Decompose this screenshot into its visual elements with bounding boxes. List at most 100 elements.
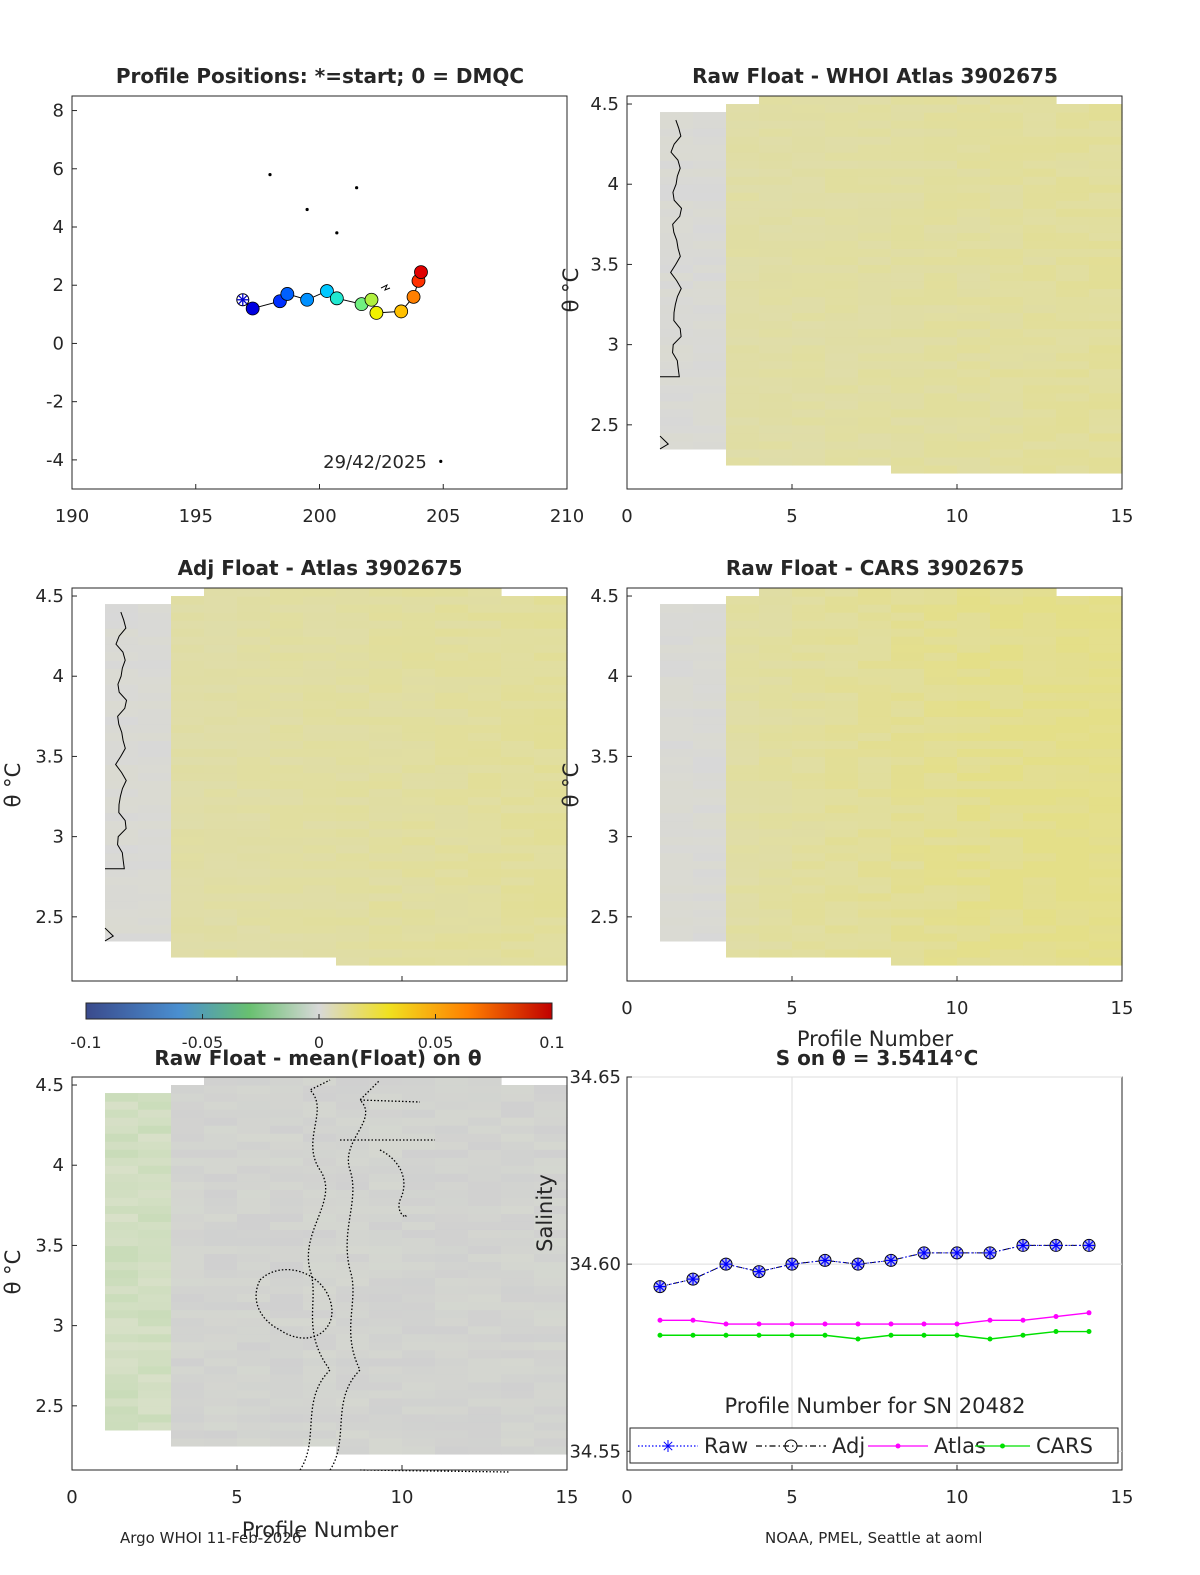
heatmap-cell <box>204 708 238 717</box>
heatmap-cell <box>369 676 403 685</box>
heatmap-cell <box>303 1093 337 1102</box>
heatmap-cell <box>369 1205 403 1214</box>
y-tick-label: 3.5 <box>35 746 64 767</box>
heatmap-cell <box>759 932 793 942</box>
profile-position-marker <box>320 284 334 298</box>
heatmap-cell <box>924 152 958 161</box>
heatmap-cell <box>303 820 337 830</box>
heatmap-cell <box>435 1085 469 1094</box>
heatmap-cell <box>1089 104 1123 113</box>
heatmap-cell <box>369 708 403 717</box>
heatmap-cell <box>1056 288 1090 298</box>
heatmap-cell <box>336 1149 370 1158</box>
heatmap-cell <box>660 224 694 233</box>
heatmap-cell <box>369 1389 403 1399</box>
heatmap-cell <box>693 144 727 153</box>
heatmap-cell <box>825 224 859 233</box>
heatmap-cell <box>468 868 502 878</box>
heatmap-cell <box>990 416 1024 426</box>
heatmap-cell <box>1023 780 1057 790</box>
heatmap-cell <box>1089 684 1123 693</box>
heatmap-cell <box>693 844 727 854</box>
heatmap-cell <box>402 1429 436 1439</box>
heatmap-cell <box>858 368 892 378</box>
heatmap-cell <box>402 716 436 725</box>
heatmap-cell <box>990 440 1024 450</box>
heatmap-cell <box>369 908 403 918</box>
heatmap-cell <box>858 660 892 669</box>
heatmap-cell <box>660 400 694 410</box>
heatmap-cell <box>237 1277 271 1287</box>
raw-cars-ticks: 0 5 10 152.533.544.5 <box>590 586 1133 1019</box>
heatmap-cell <box>990 924 1024 934</box>
heatmap-cell <box>990 812 1024 822</box>
heatmap-cell <box>501 1357 535 1367</box>
profile-position-marker <box>364 292 379 307</box>
heatmap-cell <box>1089 200 1123 209</box>
heatmap-cell <box>501 1229 535 1239</box>
heatmap-cell <box>369 1309 403 1319</box>
heatmap-cell <box>369 1413 403 1423</box>
heatmap-cell <box>237 724 271 733</box>
heatmap-cell <box>1023 604 1057 613</box>
heatmap-cell <box>303 588 337 597</box>
heatmap-cell <box>204 1229 238 1239</box>
heatmap-cell <box>303 644 337 653</box>
heatmap-cell <box>693 636 727 645</box>
heatmap-cell <box>891 940 925 950</box>
heatmap-cell <box>171 804 205 814</box>
heatmap-cell <box>957 168 991 177</box>
heatmap-cell <box>237 1269 271 1279</box>
heatmap-cell <box>759 900 793 910</box>
heatmap-cell <box>726 248 760 258</box>
heatmap-cell <box>171 1165 205 1174</box>
heatmap-cell <box>468 756 502 766</box>
heatmap-cell <box>891 836 925 846</box>
cars-point <box>657 1332 663 1338</box>
heatmap-cell <box>138 1237 172 1247</box>
heatmap-cell <box>204 1333 238 1343</box>
heatmap-cell <box>369 1165 403 1174</box>
heatmap-cell <box>435 852 469 862</box>
heatmap-cell <box>303 676 337 685</box>
heatmap-cell <box>435 860 469 870</box>
heatmap-cell <box>138 636 172 645</box>
heatmap-cell <box>660 932 694 942</box>
heatmap-cell <box>204 1077 238 1086</box>
heatmap-cell <box>204 764 238 774</box>
heatmap-cell <box>138 1173 172 1182</box>
footer-left: Argo WHOI 11-Feb-2026 <box>120 1529 301 1547</box>
heatmap-cell <box>237 596 271 605</box>
heatmap-cell <box>468 892 502 902</box>
raw-mean-axes <box>71 1076 568 1471</box>
heatmap-cell <box>138 1269 172 1279</box>
heatmap-cell <box>138 1349 172 1359</box>
heatmap-cell <box>891 820 925 830</box>
heatmap-cell <box>171 1085 205 1094</box>
heatmap-cell <box>693 208 727 217</box>
heatmap-cell <box>237 700 271 709</box>
heatmap-cell <box>501 860 535 870</box>
x-tick-label: 5 <box>786 506 797 527</box>
heatmap-cell <box>468 676 502 685</box>
heatmap-cell <box>792 152 826 161</box>
x-tick-label: 195 <box>179 506 213 527</box>
heatmap-cell <box>171 1213 205 1222</box>
heatmap-cell <box>825 692 859 701</box>
heatmap-cell <box>501 820 535 830</box>
heatmap-cell <box>501 868 535 878</box>
heatmap-cell <box>759 280 793 290</box>
heatmap-cell <box>237 1381 271 1391</box>
heatmap-cell <box>1056 620 1090 629</box>
heatmap-cell <box>660 184 694 193</box>
heatmap-cell <box>534 1205 568 1214</box>
heatmap-cell <box>1023 892 1057 902</box>
heatmap-cell <box>270 1317 304 1327</box>
heatmap-cell <box>990 740 1024 750</box>
heatmap-cell <box>501 884 535 894</box>
heatmap-cell <box>336 1085 370 1094</box>
heatmap-cell <box>534 796 568 806</box>
heatmap-cell <box>501 1333 535 1343</box>
heatmap-cell <box>237 644 271 653</box>
heatmap-cell <box>1089 408 1123 418</box>
